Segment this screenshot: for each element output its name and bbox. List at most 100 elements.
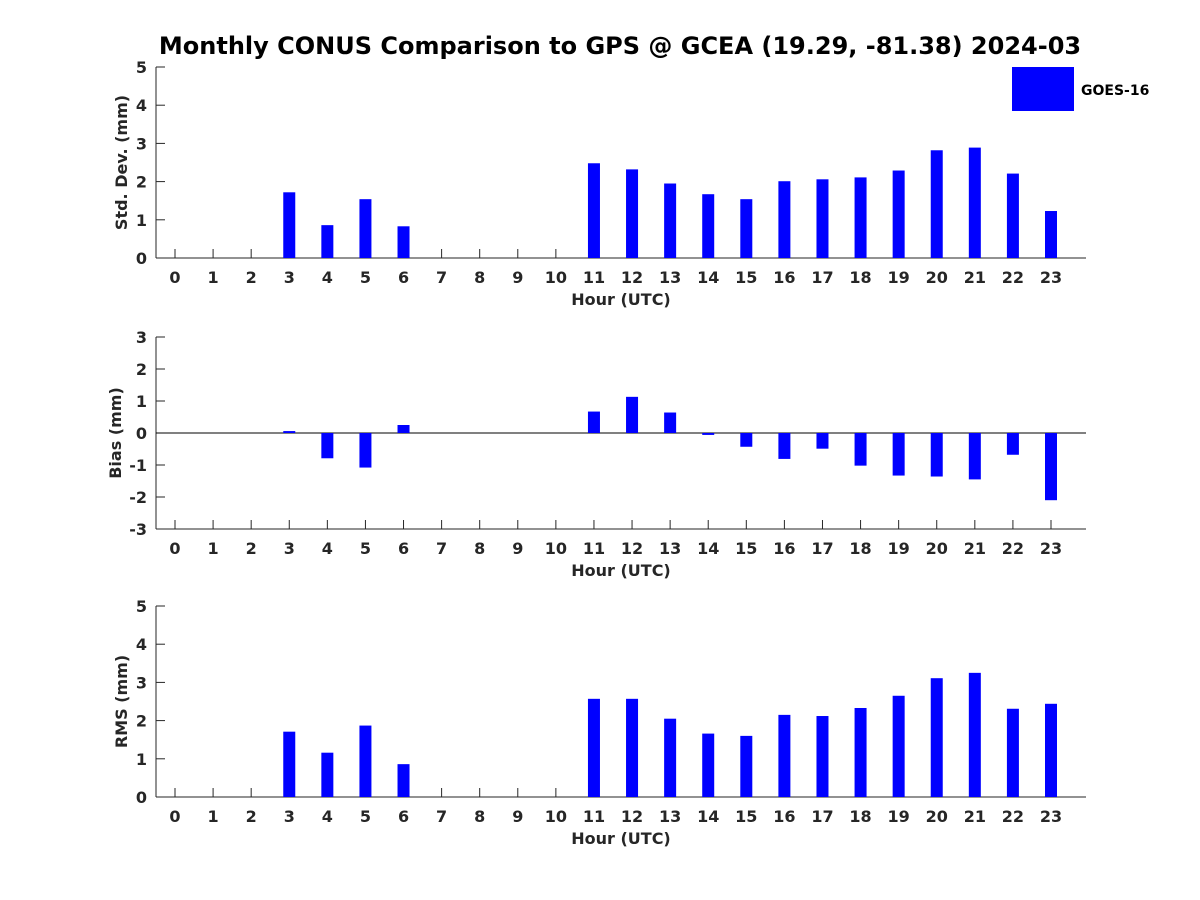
y-tick-label: 3 [136, 673, 147, 692]
x-tick-label: 22 [1002, 807, 1024, 826]
bar-hour-12 [626, 396, 639, 433]
x-tick-label: 8 [474, 807, 485, 826]
x-tick-label: 16 [773, 268, 795, 287]
bar-hour-4 [321, 752, 334, 797]
x-tick-label: 8 [474, 268, 485, 287]
x-tick-label: 0 [169, 539, 180, 558]
bar-hour-18 [854, 177, 867, 258]
x-tick-label: 9 [512, 539, 523, 558]
bar-hour-20 [930, 678, 943, 797]
x-tick-label: 4 [322, 539, 333, 558]
x-tick-label: 12 [621, 268, 643, 287]
legend: GOES-16 [1012, 67, 1149, 111]
x-tick-label: 23 [1040, 539, 1062, 558]
x-tick-label: 22 [1002, 539, 1024, 558]
x-tick-label: 8 [474, 539, 485, 558]
bar-hour-12 [626, 698, 639, 797]
bar-hour-6 [397, 764, 410, 797]
bar-hour-21 [968, 147, 981, 258]
x-tick-label: 5 [360, 268, 371, 287]
bar-hour-16 [778, 181, 791, 258]
bar-hour-14 [702, 733, 715, 797]
x-tick-label: 10 [545, 268, 567, 287]
x-tick-label: 18 [849, 807, 871, 826]
x-tick-label: 16 [773, 539, 795, 558]
figure-title: Monthly CONUS Comparison to GPS @ GCEA (… [159, 32, 1081, 60]
bar-hour-14 [702, 433, 715, 435]
x-tick-label: 13 [659, 539, 681, 558]
x-tick-label: 19 [888, 539, 910, 558]
x-tick-label: 19 [888, 268, 910, 287]
y-tick-label: 5 [136, 597, 147, 616]
bar-hour-11 [587, 698, 600, 797]
bar-hour-15 [740, 735, 753, 797]
y-tick-label: 4 [136, 635, 147, 654]
bar-hour-18 [854, 433, 867, 466]
x-tick-label: 12 [621, 807, 643, 826]
bar-hour-13 [664, 183, 677, 258]
bar-hour-16 [778, 433, 791, 459]
bar-hour-21 [968, 672, 981, 797]
y-tick-label: -3 [129, 520, 147, 539]
x-tick-label: 2 [246, 539, 257, 558]
x-tick-label: 19 [888, 807, 910, 826]
x-tick-label: 21 [964, 539, 986, 558]
y-tick-label: 2 [136, 712, 147, 731]
x-tick-label: 12 [621, 539, 643, 558]
y-tick-label: 1 [136, 392, 147, 411]
legend-swatch [1012, 67, 1074, 111]
x-tick-label: 22 [1002, 268, 1024, 287]
x-tick-label: 3 [284, 807, 295, 826]
y-axis-label: Std. Dev. (mm) [112, 95, 131, 230]
x-tick-label: 1 [208, 539, 219, 558]
bar-hour-14 [702, 194, 715, 258]
x-tick-label: 2 [246, 807, 257, 826]
x-tick-label: 15 [735, 539, 757, 558]
x-tick-label: 7 [436, 268, 447, 287]
bar-hour-23 [1045, 703, 1057, 797]
x-tick-label: 14 [697, 539, 719, 558]
bar-hour-15 [740, 433, 753, 447]
x-tick-label: 3 [284, 539, 295, 558]
x-tick-label: 4 [322, 268, 333, 287]
bar-hour-23 [1045, 433, 1057, 501]
bar-hour-15 [740, 199, 753, 258]
x-axis-label: Hour (UTC) [571, 290, 671, 309]
bar-hour-3 [283, 192, 296, 258]
bar-hour-20 [930, 433, 943, 477]
x-tick-label: 6 [398, 807, 409, 826]
legend-label: GOES-16 [1081, 83, 1149, 99]
x-tick-label: 15 [735, 268, 757, 287]
y-tick-label: 2 [136, 173, 147, 192]
x-tick-label: 7 [436, 807, 447, 826]
x-tick-label: 17 [811, 268, 833, 287]
x-tick-label: 18 [849, 268, 871, 287]
bar-hour-13 [664, 718, 677, 797]
y-tick-label: 0 [136, 424, 147, 443]
x-axis-label: Hour (UTC) [571, 561, 671, 580]
x-tick-label: 20 [926, 807, 948, 826]
bar-hour-6 [397, 226, 410, 258]
x-tick-label: 11 [583, 268, 605, 287]
x-tick-label: 17 [811, 539, 833, 558]
bar-hour-3 [283, 731, 296, 797]
y-tick-label: 3 [136, 134, 147, 153]
x-tick-label: 10 [545, 807, 567, 826]
bar-hour-4 [321, 433, 334, 459]
x-tick-label: 14 [697, 268, 719, 287]
bar-hour-19 [892, 695, 905, 797]
x-tick-label: 13 [659, 268, 681, 287]
x-tick-label: 2 [246, 268, 257, 287]
y-tick-label: 2 [136, 360, 147, 379]
y-axis-label: Bias (mm) [106, 387, 125, 479]
x-tick-label: 21 [964, 807, 986, 826]
bar-hour-5 [359, 199, 372, 258]
x-tick-label: 21 [964, 268, 986, 287]
x-tick-label: 7 [436, 539, 447, 558]
bar-hour-16 [778, 714, 791, 797]
x-tick-label: 5 [360, 539, 371, 558]
